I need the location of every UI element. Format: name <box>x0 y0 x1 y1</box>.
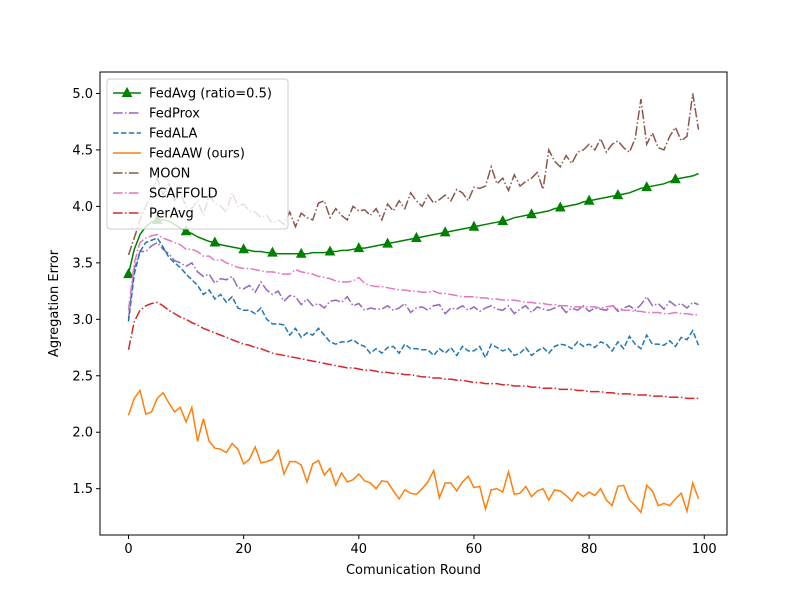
y-tick-label: 4.5 <box>72 143 93 158</box>
series-line <box>127 301 699 400</box>
series-marker <box>554 201 566 212</box>
x-tick-label: 20 <box>235 542 252 557</box>
series-marker <box>497 214 509 226</box>
series-marker <box>641 181 653 192</box>
legend-marker <box>121 86 133 97</box>
x-tick-label: 60 <box>466 542 483 557</box>
series-marker <box>180 225 192 236</box>
y-tick-label: 1.5 <box>72 482 93 497</box>
series-marker <box>612 189 624 200</box>
y-tick-label: 3.0 <box>72 313 93 328</box>
series-marker <box>238 243 249 254</box>
series-marker <box>583 194 595 205</box>
x-tick-label: 0 <box>124 542 132 557</box>
series-line <box>127 237 700 360</box>
series-marker <box>209 236 221 247</box>
series-marker <box>670 173 681 184</box>
series-marker <box>468 220 480 231</box>
x-tick-label: 40 <box>351 542 368 557</box>
legend-label: SCAFFOLD <box>149 187 218 202</box>
axes-frame <box>99 71 728 536</box>
series-marker <box>411 231 422 243</box>
y-axis-label: Agregation Error <box>47 249 62 357</box>
y-tick-label: 4.0 <box>72 200 93 215</box>
x-axis-label: Comunication Round <box>346 563 481 578</box>
series-marker <box>526 208 537 219</box>
y-tick-label: 3.5 <box>72 256 93 271</box>
series-line <box>127 388 700 515</box>
series-line <box>127 233 699 316</box>
legend-label: MOON <box>149 167 190 182</box>
y-tick-label: 2.5 <box>72 369 93 384</box>
x-tick-label: 80 <box>581 542 598 557</box>
series-marker <box>324 245 336 256</box>
legend-box <box>106 78 289 230</box>
y-tick-label: 2.0 <box>72 426 93 441</box>
x-tick-label: 100 <box>692 542 717 557</box>
series-marker <box>439 226 451 237</box>
legend-label: FedAAW (ours) <box>149 147 245 162</box>
series-line <box>127 241 699 320</box>
y-tick-label: 5.0 <box>72 87 93 102</box>
series-marker <box>123 268 134 279</box>
series-marker <box>267 246 278 257</box>
legend-label: PerAvg <box>149 207 194 222</box>
legend-label: FedALA <box>149 127 197 142</box>
series-marker <box>353 242 365 253</box>
series-marker <box>382 237 393 248</box>
legend-label: FedProx <box>149 107 200 122</box>
series-marker <box>295 247 307 258</box>
legend-label: FedAvg (ratio=0.5) <box>149 87 272 102</box>
